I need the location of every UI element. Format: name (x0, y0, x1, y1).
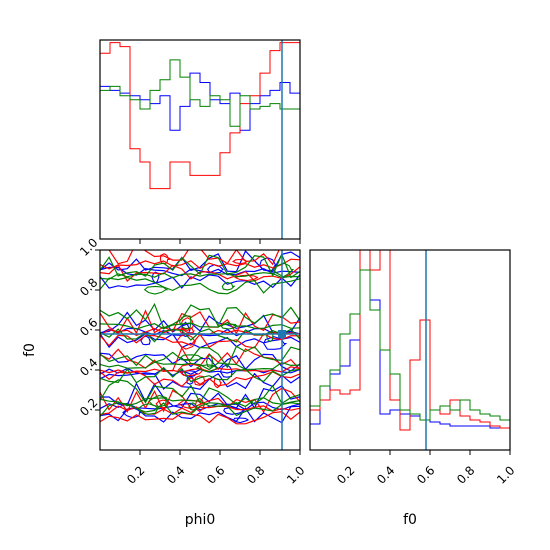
contour-0-band-0-level-2 (100, 382, 300, 410)
contour-2-band-1-level-2 (100, 345, 300, 369)
contour-2-island-1-0 (195, 364, 220, 373)
truth-point (278, 330, 286, 338)
contour-ytick-label-0: 0.2 (77, 395, 100, 418)
contour-0-island-0-0 (122, 407, 143, 419)
contour-2-island-3-1 (143, 285, 169, 295)
contour-xtick-label-0: 0.2 (124, 463, 147, 486)
hist-phi0-frame (99, 39, 301, 240)
hist-f0-xtick-label-4: 1.0 (494, 463, 517, 486)
contour-2-island-3-0 (272, 262, 295, 278)
hist-f0-frame (309, 249, 511, 451)
contour-1-band-1-level-1 (100, 370, 300, 388)
contour-0-island-0-1 (232, 417, 249, 424)
contour-2-island-1-2 (205, 353, 214, 368)
contour-2-island-2-2 (220, 323, 238, 330)
contour-2-band-0-level-1 (100, 402, 300, 417)
contour-frame (99, 249, 301, 451)
contour-1-island-2-2 (180, 317, 196, 331)
contour-1-band-0-level-0 (100, 405, 300, 416)
contour-2-island-0-1 (148, 394, 168, 408)
contour-2-island-1-1 (179, 354, 204, 361)
contour-x-ticks: 0.2 0.4 0.6 0.8 1.0 (124, 450, 308, 487)
contour-ytick-label-3: 0.8 (77, 275, 100, 298)
contour-xtick-label-3: 0.8 (244, 463, 267, 486)
contour-ytick-label-2: 0.6 (77, 315, 100, 338)
contour-1-island-0-0 (155, 399, 171, 409)
contour-2-island-3-2 (221, 281, 236, 291)
contour-1-island-1-2 (193, 375, 207, 386)
hist-phi0-series-2 (100, 59, 300, 239)
hist-f0-series-2 (310, 269, 510, 450)
contour-series (100, 250, 300, 425)
hist-phi0-series-1 (100, 42, 300, 239)
contour-2-band-3-level-1 (100, 276, 300, 295)
hist-phi0-ticks (139, 239, 301, 244)
contour-2-band-3-level-2 (100, 252, 300, 279)
contour-panel: 0.2 0.4 0.6 0.8 1.0 0.2 0.4 0.6 0.8 1.0 phi0 f0 (22, 235, 308, 528)
contour-xtick-label-4: 1.0 (284, 463, 307, 486)
contour-xtick-label-2: 0.6 (204, 463, 227, 486)
contour-2-band-2-level-2 (100, 302, 300, 329)
contour-1-island-3-1 (232, 258, 248, 265)
hist-f0-ticks: 0.2 0.4 0.6 0.8 1.0 (334, 450, 518, 487)
contour-2-band-0-level-2 (100, 379, 300, 406)
hist-f0-xtick-label-0: 0.2 (334, 463, 357, 486)
contour-2-band-1-level-1 (100, 366, 300, 384)
y-axis-title-f0: f0 (22, 343, 38, 357)
contour-2-band-1-level-0 (100, 361, 300, 371)
contour-2-band-3-level-0 (100, 272, 300, 280)
contour-0-band-2-level-2 (100, 311, 300, 334)
truth-lines-2d (100, 250, 300, 450)
hist-phi0-series (100, 42, 300, 239)
contour-ytick-label-4: 1.0 (77, 235, 100, 258)
contour-1-band-0-level-1 (100, 411, 300, 425)
contour-1-band-3-level-0 (100, 258, 300, 270)
hist-f0-xtick-label-3: 0.8 (454, 463, 477, 486)
hist-f0-series (310, 250, 510, 450)
contour-2-island-2-1 (178, 315, 192, 330)
contour-0-band-3-level-1 (100, 274, 300, 289)
contour-1-band-3-level-2 (106, 250, 280, 266)
contour-xtick-label-1: 0.4 (164, 463, 187, 486)
contour-2-band-2-level-0 (100, 321, 300, 330)
hist-f0-xtick-label-2: 0.6 (414, 463, 437, 486)
contour-1-island-3-0 (159, 253, 170, 265)
hist-f0-xtick-label-1: 0.4 (374, 463, 397, 486)
hist-phi0-panel (99, 39, 301, 244)
x-axis-title-f0: f0 (403, 512, 417, 528)
contour-0-band-1-level-1 (100, 372, 300, 390)
contour-1-island-1-1 (177, 363, 204, 377)
contour-y-ticks: 0.2 0.4 0.6 0.8 1.0 (77, 235, 100, 418)
contour-ytick-label-1: 0.4 (77, 355, 100, 378)
contour-0-island-3-0 (207, 264, 225, 274)
contour-1-island-1-0 (213, 378, 223, 389)
contour-2-island-0-0 (188, 402, 198, 411)
x-axis-title-phi0: phi0 (185, 512, 216, 528)
contour-2-island-0-2 (137, 403, 160, 415)
hist-f0-series-1 (310, 250, 510, 450)
hist-f0-panel: 0.2 0.4 0.6 0.8 1.0 f0 (309, 249, 518, 528)
contour-0-band-2-level-1 (100, 333, 300, 349)
contour-1-island-2-1 (176, 333, 197, 350)
